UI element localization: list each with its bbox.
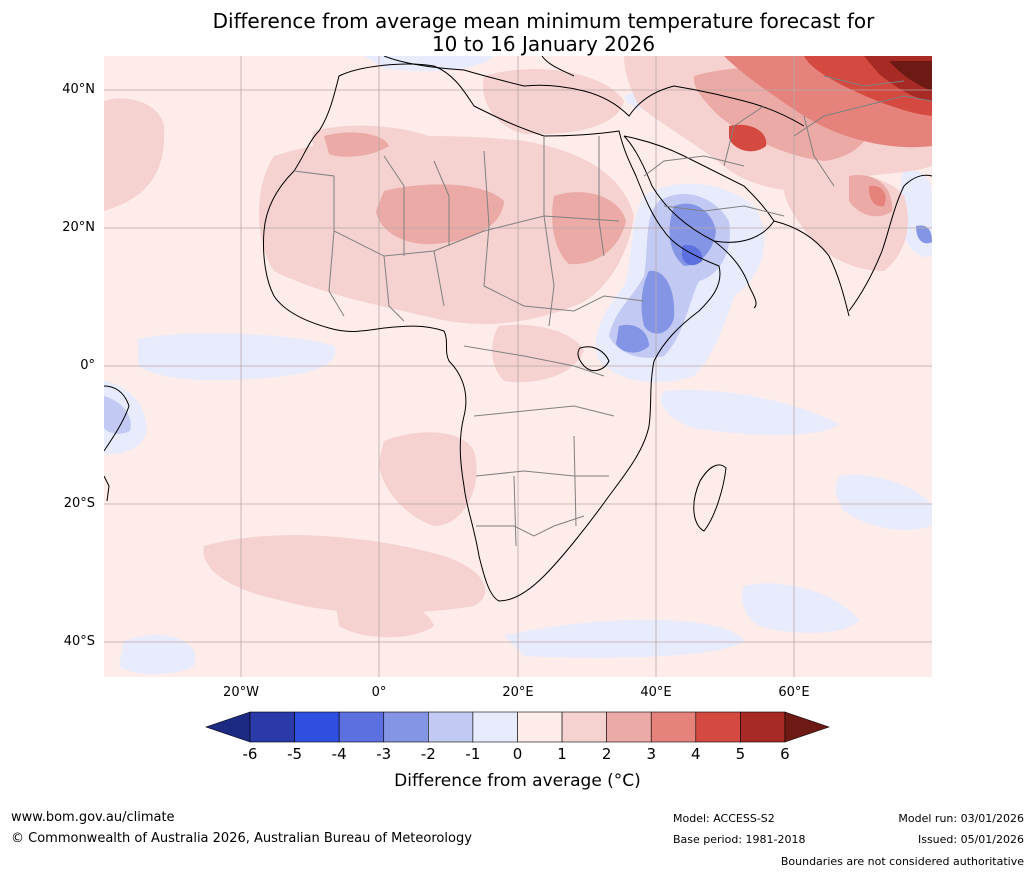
anomaly-region-warm-south-atlantic: [203, 535, 486, 613]
colorbar-swatch: [338, 711, 385, 743]
lat-label-40s: 40°S: [63, 634, 95, 649]
colorbar-tick-label: -3: [376, 745, 392, 763]
footer-disclaimer: Boundaries are not considered authoritat…: [780, 855, 1024, 868]
colorbar-swatch: [249, 711, 295, 743]
coastlines: [104, 56, 932, 602]
colorbar-swatch: [472, 711, 518, 743]
footer-website: www.bom.gov.au/climate: [11, 810, 175, 825]
anomaly-region-cool-atlantic: [138, 333, 336, 381]
anomaly-region-warm-angola: [379, 432, 477, 526]
anomaly-region-cool-bay-of-bengal: [916, 225, 932, 244]
colorbar-tick-label: -2: [420, 745, 436, 763]
colorbar-swatch: [428, 711, 474, 743]
lat-label-40n: 40°N: [62, 82, 95, 97]
colorbar-tick-label: 1: [557, 745, 567, 763]
footer-copyright: © Commonwealth of Australia 2026, Austra…: [11, 831, 472, 846]
colorbar-swatch: [695, 711, 741, 743]
colorbar-swatch: [383, 711, 429, 743]
colorbar-tick-label: -1: [465, 745, 481, 763]
anomaly-region-warm-congo: [492, 324, 584, 383]
map-title: Difference from average mean minimum tem…: [0, 10, 1035, 56]
lon-label-0: 0°: [371, 685, 387, 700]
anomaly-region-cool-south: [504, 619, 744, 658]
lon-label-20w: 20°W: [223, 685, 259, 700]
anomaly-region-cool-kenya-core: [616, 324, 649, 353]
lon-label-40e: 40°E: [640, 685, 672, 700]
anomaly-region-hot-ganges: [868, 185, 886, 207]
lon-label-60e: 60°E: [778, 685, 810, 700]
colorbar-tick-label: 4: [691, 745, 701, 763]
lat-label-equator: 0°: [80, 358, 95, 373]
map-svg: [104, 56, 932, 677]
colorbar-tick-label: -6: [242, 745, 258, 763]
footer-model: Model: ACCESS-S2: [673, 812, 775, 825]
anomaly-region-cool-southwest: [119, 635, 196, 675]
lat-label-20s: 20°S: [63, 496, 95, 511]
lon-label-20e: 20°E: [502, 685, 534, 700]
anomaly-region-hot-iran-core: [729, 124, 767, 152]
colorbar-swatch: [740, 711, 786, 743]
anomaly-region-cool-south-indian: [742, 583, 859, 633]
footer-model-run: Model run: 03/01/2026: [898, 812, 1024, 825]
colorbar-tick-label: 5: [735, 745, 746, 763]
colorbar-swatch: [517, 711, 563, 743]
colorbar-swatch: [606, 711, 652, 743]
country-borders: [293, 75, 932, 547]
colorbar-tick-label: 2: [601, 745, 612, 763]
colorbar-swatch: [561, 711, 607, 743]
colorbar: [205, 711, 830, 743]
anomaly-region-cool-yemen-core: [682, 245, 703, 266]
title-line-2: 10 to 16 January 2026: [431, 32, 656, 56]
anomaly-region-extreme-tibet: [889, 61, 932, 91]
colorbar-arrow-high: [784, 711, 830, 743]
colorbar-tick-label: -4: [331, 745, 347, 763]
colorbar-tick-label: -5: [287, 745, 303, 763]
anomaly-region-warm-niger: [376, 184, 504, 245]
colorbar-label: Difference from average (°C): [394, 771, 641, 791]
footer-base-period: Base period: 1981-2018: [673, 833, 806, 846]
title-line-1: Difference from average mean minimum tem…: [212, 9, 875, 33]
colorbar-tick-label: 3: [646, 745, 656, 763]
anomaly-region-warm-south-atlantic-2: [334, 590, 434, 638]
anomaly-region-cool-ethiopia-core: [641, 270, 675, 334]
colorbar-tick-label: 0: [512, 745, 523, 763]
temperature-anomaly-map: [104, 56, 932, 677]
anomaly-region-warm-atlantic: [104, 98, 165, 211]
lat-label-20n: 20°N: [62, 220, 95, 235]
colorbar-swatch: [650, 711, 697, 743]
anomaly-region-cool-east-indian: [835, 475, 932, 531]
colorbar-swatch: [294, 711, 340, 743]
footer-issued: Issued: 05/01/2026: [917, 833, 1024, 846]
colorbar-tick-label: 6: [780, 745, 790, 763]
colorbar-arrow-low: [205, 711, 251, 743]
anomaly-region-warm-algeria: [324, 132, 389, 157]
anomaly-region-cool-brazil-core: [104, 396, 131, 434]
anomaly-region-cool-madagascar: [661, 390, 839, 436]
